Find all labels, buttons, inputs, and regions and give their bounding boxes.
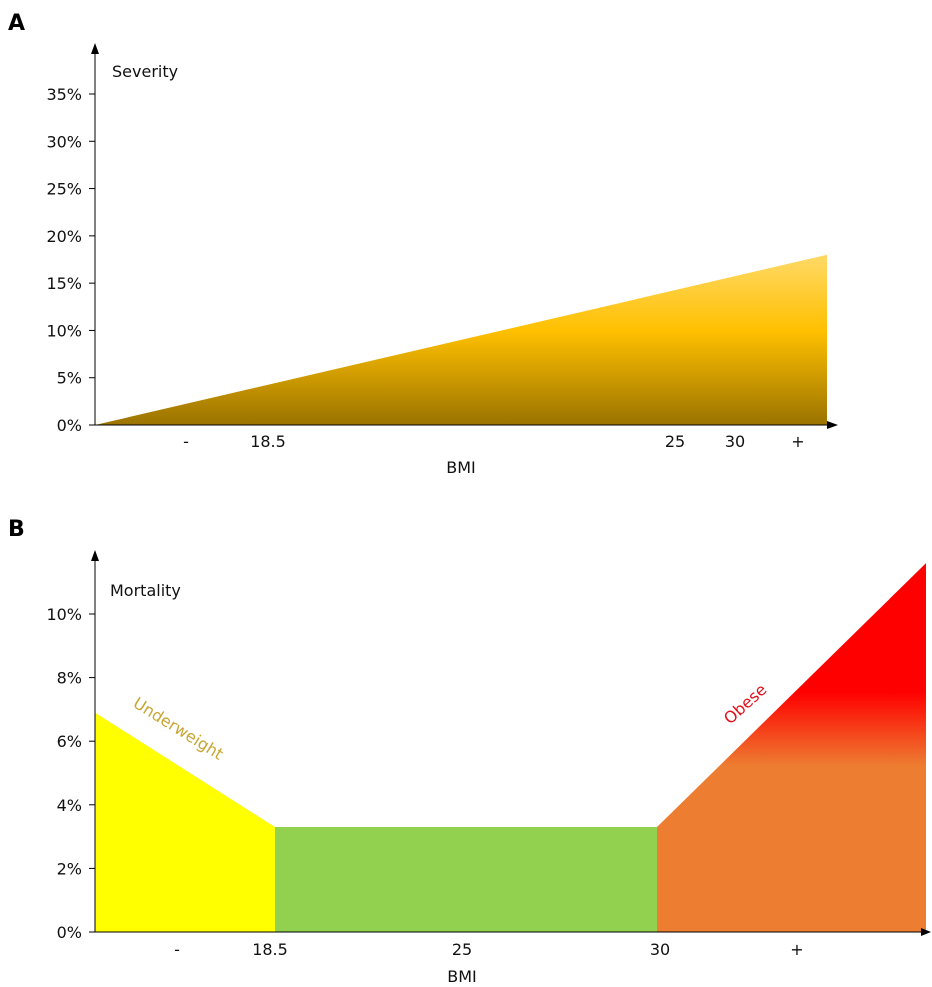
x-tick-label-b: 30 [650,940,670,959]
severity-area [95,254,827,425]
underweight-zone [95,712,275,932]
y-tick-label-a: 15% [46,274,82,293]
x-axis-b-arrow [921,928,931,936]
y-tick-label-b: 2% [57,859,82,878]
y-axis-b-arrow [91,550,99,561]
x-tick-label-b: + [790,940,803,959]
normal-zone [275,827,657,932]
y-tick-label-a: 0% [57,416,82,435]
y-tick-label-b: 6% [57,732,82,751]
severity-chart: 0% 5% 10% 15% 20% 25% 30% 35% - 18.5 25 30 + Severi… [46,43,838,477]
y-tick-label-b: 0% [57,923,82,942]
x-tick-label-b: - [174,940,180,959]
y-tick-label-a: 25% [46,180,82,199]
mortality-label: Mortality [110,581,181,600]
obese-label: Obese [720,680,770,728]
x-tick-label-a: 18.5 [250,432,286,451]
panel-b-letter: B [8,517,25,542]
y-axis-a-arrow [91,43,99,54]
y-tick-label-a: 10% [46,321,82,340]
x-tick-label-a: 25 [665,432,685,451]
x-tick-label-a: 30 [725,432,745,451]
x-axis-b-title: BMI [447,967,477,986]
x-axis-a-arrow [827,421,838,429]
panel-a-letter: A [8,11,25,36]
x-tick-label-a: + [791,432,804,451]
y-tick-label-b: 8% [57,669,82,688]
x-tick-label-b: 18.5 [252,940,288,959]
x-tick-label-b: 25 [452,940,472,959]
y-tick-label-a: 5% [57,369,82,388]
x-tick-label-a: - [183,432,189,451]
y-tick-label-b: 4% [57,796,82,815]
severity-label: Severity [112,62,178,81]
y-tick-label-a: 20% [46,227,82,246]
mortality-chart: 0%2%4%6%8%10% -18.5 25 30 + Mortality BMI U… [46,550,931,986]
obese-zone [657,563,926,932]
y-tick-label-a: 30% [46,132,82,151]
y-tick-label-b: 10% [46,605,82,624]
x-axis-a-title: BMI [446,458,476,477]
y-tick-label-a: 35% [46,85,82,104]
